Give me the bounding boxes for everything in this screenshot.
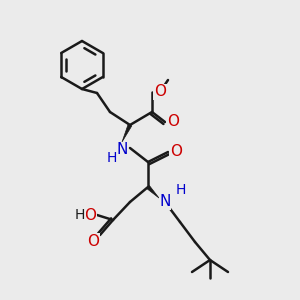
Text: H: H [75, 208, 85, 222]
Text: O: O [154, 85, 166, 100]
Text: N: N [159, 194, 171, 209]
Text: N: N [116, 142, 128, 158]
Text: O: O [87, 233, 99, 248]
Text: O: O [170, 145, 182, 160]
Text: H: H [176, 183, 186, 197]
Text: H: H [107, 151, 117, 165]
Text: O: O [167, 115, 179, 130]
Polygon shape [147, 186, 159, 198]
Polygon shape [122, 124, 132, 142]
Text: O: O [84, 208, 96, 223]
